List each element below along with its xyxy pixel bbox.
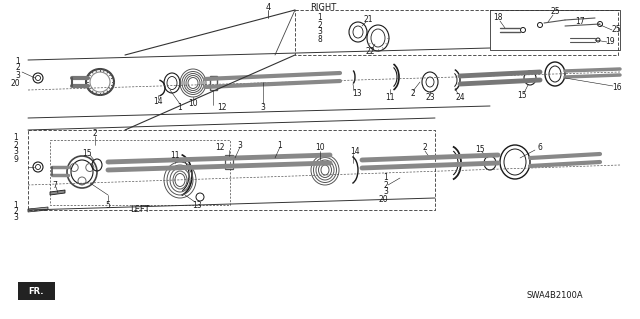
Text: 2: 2: [13, 206, 18, 216]
Text: 9: 9: [13, 155, 18, 165]
Text: 25: 25: [550, 8, 560, 17]
Text: 24: 24: [455, 93, 465, 101]
Text: 3: 3: [237, 140, 243, 150]
Text: 20: 20: [378, 196, 388, 204]
Text: 2: 2: [317, 20, 322, 29]
Polygon shape: [50, 190, 65, 195]
Text: 15: 15: [517, 92, 527, 100]
Text: 1: 1: [13, 133, 18, 143]
Text: 16: 16: [612, 84, 622, 93]
Text: 3: 3: [15, 70, 20, 79]
Text: 4: 4: [266, 3, 271, 11]
Text: 22: 22: [365, 48, 375, 56]
Text: 2: 2: [383, 181, 388, 189]
Text: 10: 10: [188, 99, 198, 108]
Text: 3: 3: [13, 147, 18, 157]
Bar: [210, 76, 217, 90]
Text: 17: 17: [575, 18, 585, 26]
Text: 8: 8: [317, 35, 322, 44]
Text: SWA4B2100A: SWA4B2100A: [527, 291, 583, 300]
Text: 1: 1: [383, 174, 388, 182]
Text: FR.: FR.: [28, 286, 44, 295]
Text: 3: 3: [13, 213, 18, 222]
Text: 3: 3: [383, 188, 388, 197]
Text: 13: 13: [192, 201, 202, 210]
Text: 3: 3: [317, 27, 322, 36]
Text: 2: 2: [93, 129, 97, 137]
Text: 25: 25: [611, 26, 621, 34]
Text: 11: 11: [385, 93, 395, 101]
Text: 1: 1: [278, 140, 282, 150]
Text: 12: 12: [215, 144, 225, 152]
Text: 18: 18: [493, 13, 503, 23]
Text: 15: 15: [475, 145, 485, 154]
Text: 1: 1: [178, 102, 182, 112]
Text: 3: 3: [260, 102, 266, 112]
Text: 20: 20: [10, 79, 20, 88]
FancyArrowPatch shape: [25, 292, 47, 298]
Text: 13: 13: [352, 90, 362, 99]
Text: 2: 2: [15, 63, 20, 72]
Text: 10: 10: [315, 144, 325, 152]
Text: 11: 11: [170, 151, 180, 160]
Text: LEFT: LEFT: [130, 205, 150, 214]
Text: 15: 15: [82, 149, 92, 158]
Polygon shape: [28, 207, 48, 212]
Text: 12: 12: [217, 103, 227, 113]
Text: 2: 2: [13, 140, 18, 150]
Text: 14: 14: [153, 98, 163, 107]
Text: 2: 2: [422, 144, 428, 152]
Bar: [225, 155, 233, 169]
Text: 1: 1: [15, 56, 20, 65]
Text: 21: 21: [364, 16, 372, 25]
Text: 1: 1: [13, 201, 18, 210]
Text: 14: 14: [350, 146, 360, 155]
Text: 6: 6: [538, 144, 543, 152]
Polygon shape: [18, 282, 55, 300]
Text: 7: 7: [52, 181, 58, 189]
Text: 2: 2: [411, 90, 415, 99]
Text: RIGHT: RIGHT: [310, 3, 336, 11]
Text: 19: 19: [605, 38, 615, 47]
Text: 23: 23: [425, 93, 435, 102]
Text: 1: 1: [317, 13, 322, 23]
Text: 5: 5: [106, 201, 111, 210]
